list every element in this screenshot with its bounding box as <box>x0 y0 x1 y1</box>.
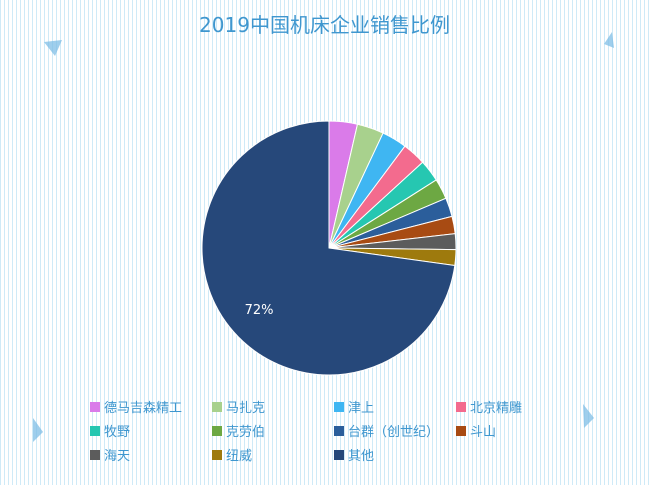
legend-label: 其他 <box>348 449 374 464</box>
legend-label: 克劳伯 <box>226 424 265 440</box>
legend-item: 斗山 <box>456 425 496 440</box>
legend-swatch <box>90 426 100 436</box>
legend-swatch <box>334 426 344 436</box>
legend-item: 马扎克 <box>212 401 265 416</box>
legend-label: 台群（创世纪） <box>348 425 439 440</box>
legend-swatch <box>212 402 222 412</box>
legend-label: 马扎克 <box>226 401 265 416</box>
legend-label: 北京精雕 <box>470 401 522 416</box>
legend-swatch <box>456 402 466 412</box>
legend-swatch <box>212 426 222 436</box>
legend-swatch <box>212 450 222 460</box>
slice-data-label: 72% <box>245 303 274 318</box>
legend-item: 纽威 <box>212 449 252 464</box>
legend-label: 津上 <box>348 401 374 416</box>
slice-labels: 72% <box>245 303 274 318</box>
chart-title: 2019中国机床企业销售比例 <box>199 13 450 37</box>
legend-item: 海天 <box>90 449 130 464</box>
legend-swatch <box>90 450 100 460</box>
legend-swatch <box>456 426 466 436</box>
decorative-triangle <box>604 32 614 48</box>
legend-label: 斗山 <box>470 425 496 440</box>
legend-swatch <box>334 402 344 412</box>
legend-label: 海天 <box>104 449 130 464</box>
pie-slice <box>201 120 456 376</box>
legend-item: 牧野 <box>90 425 130 440</box>
decorative-triangle <box>33 418 43 442</box>
legend-swatch <box>334 450 344 460</box>
legend-label: 纽威 <box>226 449 252 464</box>
legend-item: 德马吉森精工 <box>90 401 182 416</box>
legend-item: 北京精雕 <box>456 401 522 416</box>
decorative-triangle <box>44 40 62 56</box>
background-decorations <box>33 32 614 442</box>
legend-label: 德马吉森精工 <box>104 401 182 416</box>
legend-item: 津上 <box>334 401 374 416</box>
legend-item: 台群（创世纪） <box>334 425 439 440</box>
decorative-triangle <box>583 404 594 428</box>
legend-item: 克劳伯 <box>212 424 265 440</box>
legend-item: 其他 <box>334 449 374 464</box>
legend-label: 牧野 <box>104 425 130 440</box>
pie-slices <box>201 120 457 376</box>
legend-swatch <box>90 402 100 412</box>
